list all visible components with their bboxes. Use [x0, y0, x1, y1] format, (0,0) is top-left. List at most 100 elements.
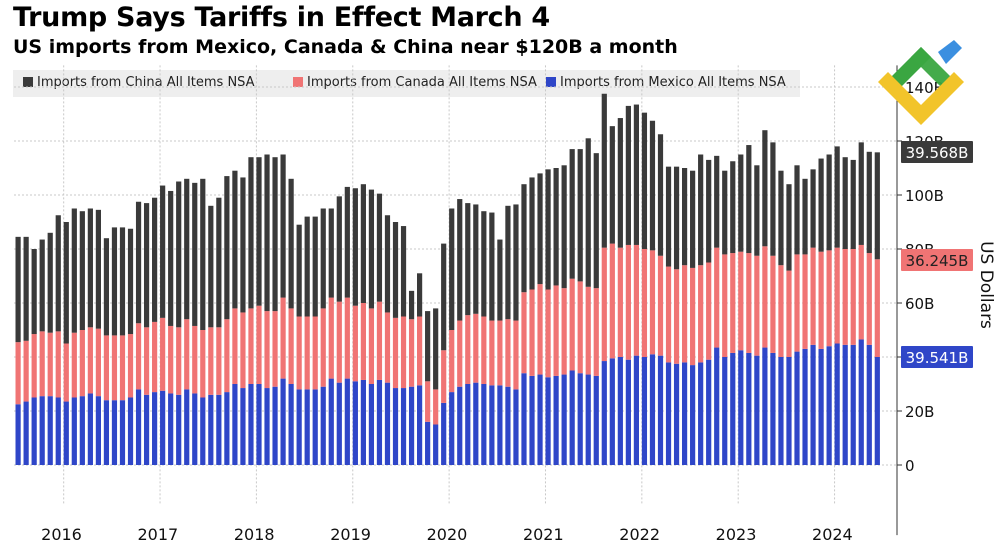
bar-china	[601, 93, 607, 248]
bar-mexico	[818, 348, 824, 465]
bar-china	[874, 152, 880, 260]
bar-canada	[55, 331, 61, 398]
bar-canada	[521, 292, 527, 374]
bar-canada	[770, 255, 776, 353]
bar-china	[15, 236, 21, 343]
bar-canada	[400, 316, 407, 389]
bar-mexico	[537, 374, 543, 465]
bar-china	[47, 232, 53, 333]
bar-canada	[826, 250, 832, 347]
bar-canada	[746, 253, 752, 353]
bar-china	[529, 177, 535, 290]
bar-china	[786, 184, 792, 271]
bar-canada	[417, 316, 423, 386]
bar-mexico	[256, 384, 262, 465]
bar-canada	[457, 320, 463, 387]
bar-canada	[296, 316, 302, 390]
bar-mexico	[143, 394, 150, 465]
bar-mexico	[135, 389, 142, 465]
bar-canada	[786, 270, 792, 357]
bar-china	[778, 170, 784, 266]
bar-mexico	[216, 394, 222, 465]
bar-canada	[433, 389, 439, 425]
bar-mexico	[585, 374, 591, 465]
bar-canada	[232, 308, 238, 384]
bar-mexico	[593, 375, 599, 465]
bar-canada	[625, 244, 631, 360]
bar-mexico	[673, 363, 680, 465]
bar-mexico	[794, 351, 800, 465]
chart-subtitle: US imports from Mexico, Canada & China n…	[13, 36, 678, 58]
bar-mexico	[433, 424, 439, 465]
bar-mexico	[810, 344, 816, 465]
bar-china	[143, 203, 150, 328]
bar-canada	[392, 317, 399, 389]
bar-mexico	[874, 357, 880, 465]
bar-china	[152, 197, 158, 322]
bar-china	[433, 308, 439, 390]
bar-mexico	[850, 344, 856, 465]
bar-china	[465, 203, 471, 316]
bar-mexico	[296, 389, 302, 465]
bar-china	[272, 157, 278, 312]
bar-china	[127, 228, 134, 335]
bar-canada	[192, 325, 198, 394]
bar-china	[521, 184, 527, 293]
bar-canada	[649, 250, 656, 355]
legend-item-china: Imports from China All Items NSA	[23, 75, 255, 90]
bar-canada	[176, 327, 182, 395]
bar-canada	[690, 267, 696, 366]
bar-canada	[320, 308, 326, 387]
bar-mexico	[55, 397, 61, 465]
bar-china	[561, 165, 567, 289]
bar-china	[762, 130, 768, 247]
x-tick-label: 2024	[812, 525, 853, 544]
bar-mexico	[641, 357, 648, 465]
bar-china	[545, 169, 551, 290]
x-tick-label: 2018	[234, 525, 275, 544]
bar-china	[304, 216, 310, 317]
bar-mexico	[625, 359, 631, 465]
bar-china	[200, 178, 206, 330]
bar-mexico	[119, 400, 126, 465]
bar-china	[296, 224, 302, 317]
bar-mexico	[497, 385, 503, 465]
bar-canada	[23, 340, 29, 402]
bar-canada	[810, 247, 816, 345]
bar-canada	[505, 319, 511, 387]
bar-china	[625, 105, 631, 245]
bar-mexico	[457, 386, 463, 465]
bar-china	[320, 208, 326, 309]
bar-canada	[730, 253, 736, 353]
bar-china	[457, 199, 463, 321]
bar-canada	[513, 320, 519, 390]
bar-canada	[288, 308, 294, 384]
bar-canada	[698, 265, 704, 363]
bar-china	[192, 182, 198, 326]
bar-china	[473, 204, 479, 314]
end-value-label: 36.245B	[906, 252, 969, 270]
bar-mexico	[866, 344, 872, 465]
legend-swatch-mexico	[546, 77, 556, 87]
bar-china	[850, 159, 856, 249]
bar-mexico	[264, 388, 270, 465]
bar-mexico	[312, 389, 318, 465]
bar-china	[553, 168, 559, 286]
bar-canada	[577, 281, 583, 374]
bar-mexico	[425, 421, 431, 465]
bar-china	[135, 201, 142, 324]
bar-mexico	[288, 384, 294, 465]
bar-china	[738, 154, 744, 252]
bar-china	[400, 226, 407, 317]
bar-china	[641, 112, 648, 250]
bar-mexico	[240, 388, 246, 465]
bar-mexico	[746, 352, 752, 465]
bar-mexico	[392, 388, 399, 465]
bar-china	[176, 181, 182, 328]
bar-mexico	[200, 397, 206, 465]
bar-canada	[152, 321, 158, 393]
bar-canada	[802, 254, 808, 349]
bar-canada	[722, 254, 728, 357]
bar-china	[746, 145, 752, 254]
bar-mexico	[681, 362, 688, 465]
